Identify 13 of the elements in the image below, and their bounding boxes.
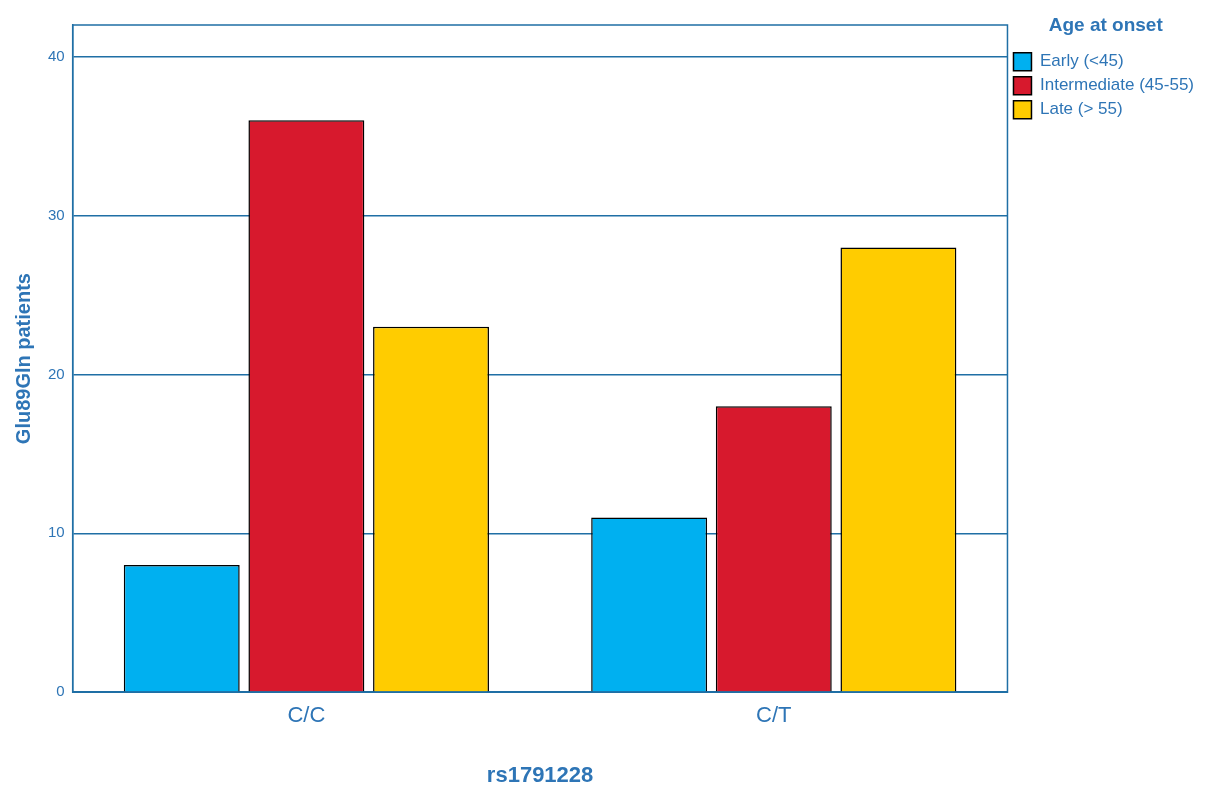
y-tick-label: 40 — [48, 46, 65, 64]
y-tick-label: 30 — [48, 205, 65, 223]
legend-title: Age at onset — [1048, 13, 1164, 35]
legend-label: Late (> 55) — [1039, 99, 1123, 119]
y-tick-label: 20 — [48, 364, 65, 382]
x-tick-label: C/C — [287, 702, 326, 728]
y-tick-label: 0 — [56, 682, 65, 700]
y-tick-label: 10 — [48, 523, 65, 541]
x-tick-label: C/T — [756, 702, 792, 728]
y-axis-title: Glu89Gln patients — [11, 273, 34, 445]
legend-label: Early (<45) — [1039, 51, 1124, 71]
x-axis-title: rs1791228 — [486, 761, 594, 787]
legend-label: Intermediate (45-55) — [1039, 75, 1195, 95]
